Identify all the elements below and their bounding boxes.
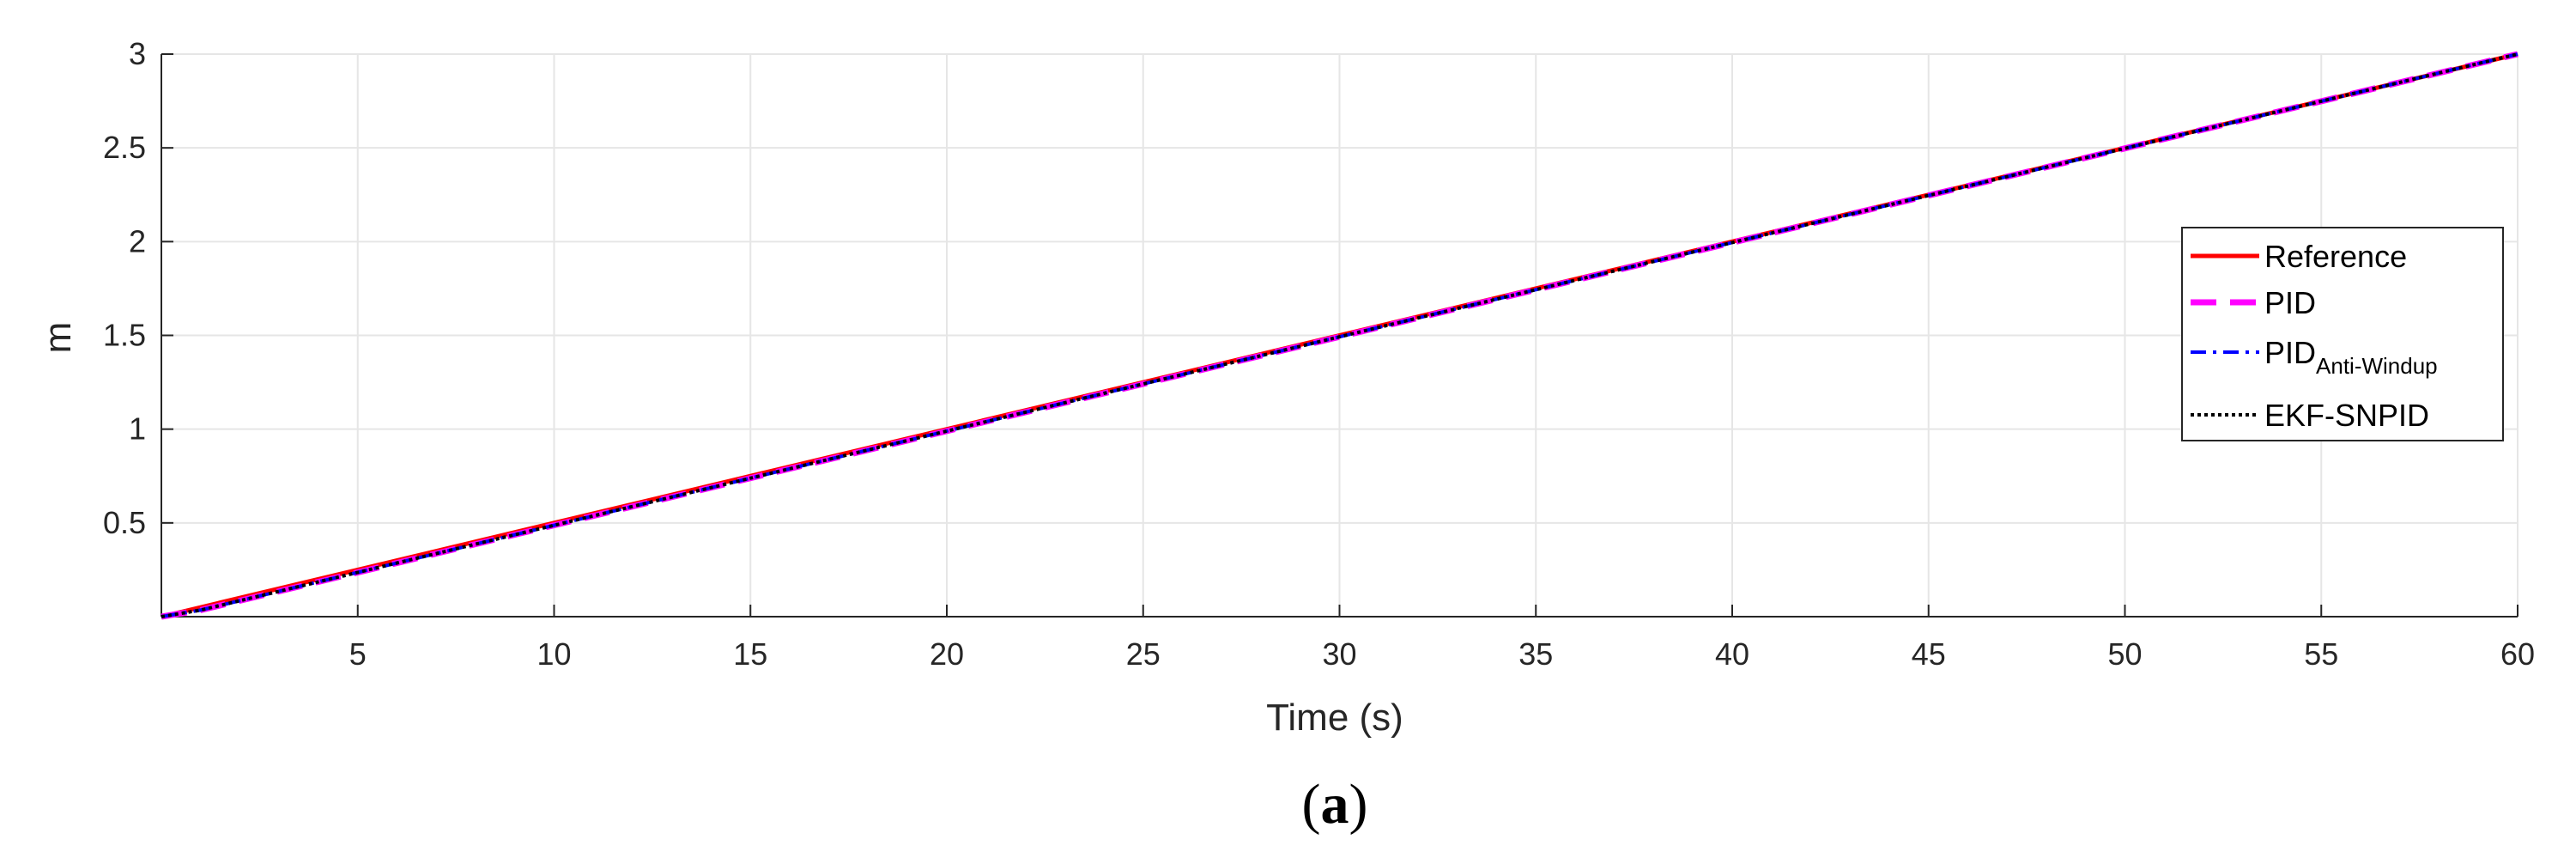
x-axis-title: Time (s) (1266, 697, 1403, 739)
y-tick-label: 3 (129, 36, 146, 71)
legend-label-main: Reference (2264, 239, 2407, 274)
x-tick-label: 10 (536, 636, 571, 672)
grid (161, 53, 2518, 617)
legend-label-1: PID (2264, 285, 2316, 320)
legend-label-0: Reference (2264, 239, 2407, 274)
x-tick-label: 20 (930, 636, 964, 672)
legend-label-3: EKF-SNPID (2264, 398, 2429, 433)
x-tick-label: 15 (733, 636, 767, 672)
caption-open-paren: ( (1302, 773, 1321, 836)
figure-caption: (a) (1302, 773, 1368, 836)
x-tick-label: 35 (1518, 636, 1553, 672)
x-tick-label: 5 (349, 636, 367, 672)
series-group (161, 51, 2518, 620)
x-tick-label: 50 (2107, 636, 2142, 672)
legend-label-subscript: Anti-Windup (2316, 353, 2438, 379)
x-tick-label: 60 (2500, 636, 2535, 672)
caption-close-paren: ) (1349, 773, 1368, 836)
y-tick-label: 1.5 (103, 318, 146, 353)
legend-label-2: PIDAnti-Windup (2264, 335, 2438, 379)
series-line-2 (161, 52, 2518, 618)
legend-label-main: EKF-SNPID (2264, 398, 2429, 433)
y-tick-label: 2 (129, 223, 146, 259)
tick-labels: 5 10 15 20 25 30 35 40 45 50 55 60 0.5 1 1.5 2 2.5 3 (103, 36, 2535, 672)
y-tick-label: 0.5 (103, 505, 146, 540)
legend-box (2181, 227, 2504, 441)
legend-label-main: PID (2264, 285, 2316, 320)
legend-label-main: PID (2264, 335, 2316, 370)
x-tick-label: 55 (2304, 636, 2338, 672)
axes (161, 53, 2518, 618)
y-axis-title: m (37, 322, 79, 354)
x-tick-label: 25 (1126, 636, 1161, 672)
y-tick-label: 1 (129, 411, 146, 447)
y-tick-label: 2.5 (103, 130, 146, 165)
x-tick-label: 40 (1715, 636, 1749, 672)
caption-letter: a (1321, 773, 1349, 836)
x-tick-label: 45 (1912, 636, 1946, 672)
x-tick-label: 30 (1322, 636, 1356, 672)
series-line-3 (161, 52, 2518, 618)
